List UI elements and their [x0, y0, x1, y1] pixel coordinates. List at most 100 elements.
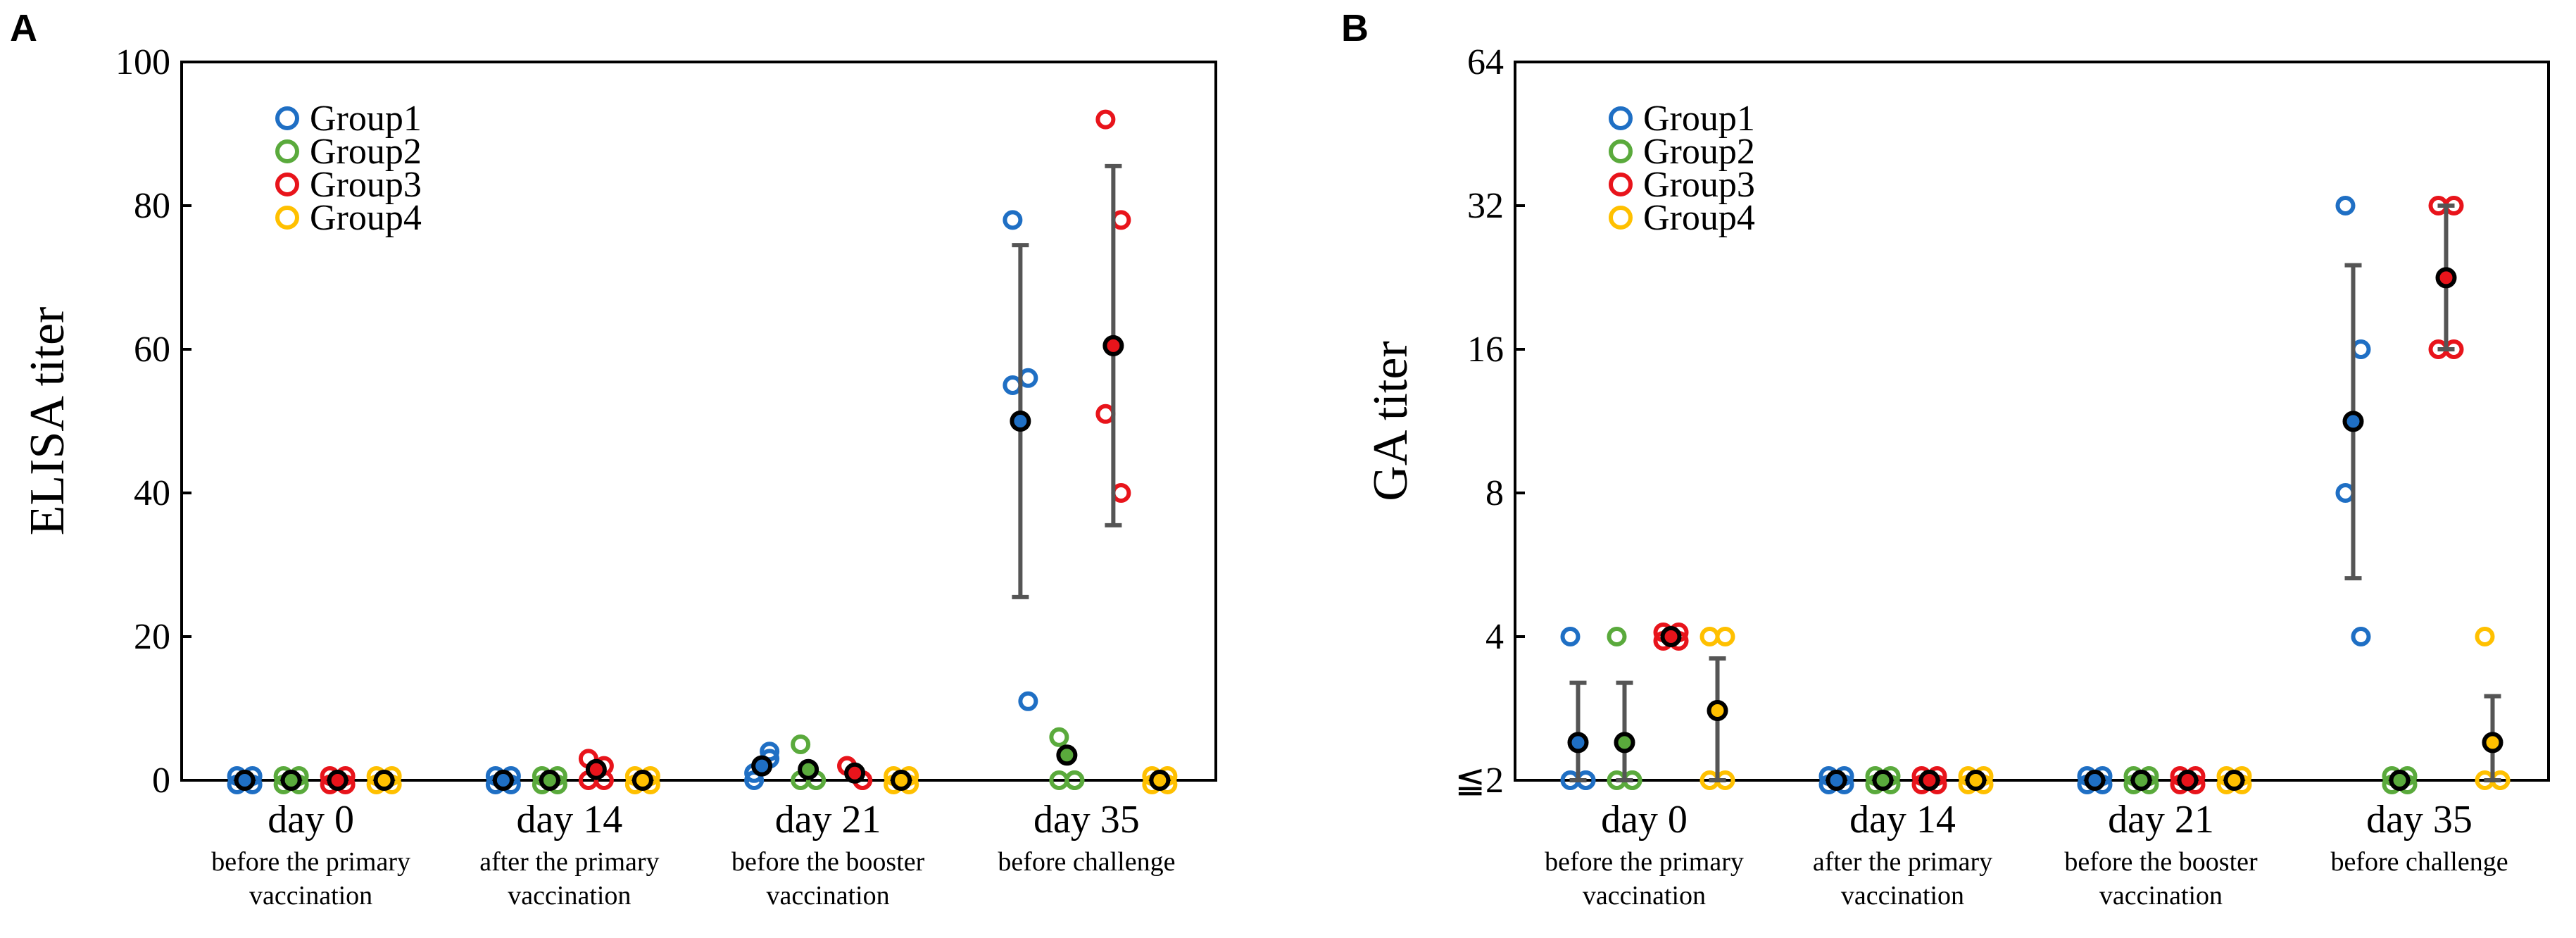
y-tick-label: 80	[134, 186, 170, 226]
x-category-sublabel: before the booster	[2064, 847, 2258, 877]
mean-point-group3	[585, 758, 607, 780]
mean-point-group2	[280, 770, 302, 791]
panel-b-letter: B	[1341, 7, 1369, 49]
x-category-sublabel: before challenge	[2330, 847, 2508, 877]
mean-point-group4	[1965, 770, 1987, 791]
mean-point-group3	[1102, 334, 1124, 356]
y-tick-label: 64	[1467, 42, 1504, 82]
data-point-group1	[2351, 339, 2371, 359]
mean-point-group3	[2435, 267, 2457, 289]
x-category-sublabel: vaccination	[1583, 881, 1706, 911]
x-category-sublabel: before the booster	[731, 847, 925, 877]
x-category-label: day 35	[1033, 798, 1140, 842]
x-category-sublabel: after the primary	[479, 847, 659, 877]
mean-point-group4	[2482, 732, 2503, 753]
mean-point-group2	[1056, 744, 1078, 766]
mean-point-group3	[1660, 626, 1682, 647]
mean-point-group2	[1614, 732, 1635, 753]
plot-frame	[180, 61, 1217, 782]
data-point-group3	[1095, 109, 1116, 130]
legend-label: Group4	[1643, 198, 1755, 238]
x-category-sublabel: before challenge	[998, 847, 1175, 877]
mean-point-group4	[1707, 699, 1728, 721]
y-axis-title: ELISA titer	[20, 307, 75, 536]
data-point-group1	[1560, 627, 1581, 646]
data-point-group2	[1064, 770, 1085, 790]
x-category-label: day 35	[2366, 798, 2473, 842]
y-tick-label: 32	[1467, 186, 1504, 226]
y-axis-title: GA titer	[1364, 341, 1418, 501]
legend-label: Group1	[1643, 99, 1755, 139]
mean-point-group1	[1826, 770, 1847, 791]
mean-point-group4	[2223, 770, 2245, 791]
legend-label: Group3	[310, 165, 422, 205]
y-tick-label: 0	[152, 761, 170, 801]
mean-point-group2	[1872, 770, 1894, 791]
x-category-label: day 21	[2108, 798, 2214, 842]
x-category-sublabel: vaccination	[2099, 881, 2223, 911]
plot-frame	[1514, 61, 2550, 782]
y-tick-label: 4	[1485, 617, 1504, 657]
x-category-sublabel: vaccination	[508, 881, 631, 911]
data-point-group4	[1715, 627, 1735, 646]
mean-point-group1	[1010, 411, 1031, 432]
legend-label: Group4	[310, 198, 422, 238]
x-category-label: day 0	[1601, 798, 1688, 842]
legend-marker	[275, 206, 299, 230]
x-category-sublabel: before the primary	[211, 847, 410, 877]
legend-label: Group2	[1643, 132, 1755, 172]
data-point-group3	[1111, 483, 1131, 503]
legend-marker	[1609, 173, 1633, 196]
data-point-group3	[1095, 404, 1116, 424]
mean-point-group2	[2389, 770, 2411, 791]
data-point-group1	[2351, 627, 2371, 646]
data-point-group1	[1003, 210, 1023, 230]
mean-point-group3	[2177, 770, 2199, 791]
legend-marker	[275, 106, 299, 130]
y-tick-label: 100	[115, 42, 170, 82]
mean-point-group1	[234, 770, 256, 791]
panel-b-chart: ≦2 4 8 16 32 64 GA titer day 0 before the primar…	[1364, 42, 2550, 911]
y-tick-label: 8	[1485, 473, 1504, 513]
legend-marker	[275, 173, 299, 196]
data-point-group2	[791, 734, 811, 754]
data-point-group4	[2475, 627, 2495, 646]
data-point-group3	[1111, 210, 1131, 230]
x-category-sublabel: after the primary	[1813, 847, 1992, 877]
mean-point-group1	[1567, 732, 1589, 753]
panel-a-letter: A	[10, 7, 37, 49]
mean-point-group4	[1149, 770, 1171, 791]
legend-marker	[1609, 139, 1633, 163]
y-tick-label: ≦2	[1455, 761, 1504, 801]
data-point-group4	[1699, 627, 1720, 646]
data-point-group1	[2335, 196, 2356, 215]
y-tick-label: 60	[134, 330, 170, 370]
x-category-sublabel: before the primary	[1545, 847, 1744, 877]
legend-label: Group2	[310, 132, 422, 172]
mean-point-group1	[751, 755, 773, 777]
data-point-group2	[1049, 727, 1069, 747]
mean-point-group2	[539, 770, 560, 791]
data-point-group1	[1018, 368, 1038, 388]
x-category-sublabel: vaccination	[249, 881, 372, 911]
x-category-label: day 21	[775, 798, 881, 842]
mean-point-group2	[2130, 770, 2152, 791]
mean-point-group4	[373, 770, 395, 791]
data-point-group1	[2335, 483, 2356, 503]
mean-point-group2	[798, 758, 819, 780]
mean-point-group1	[2342, 411, 2364, 432]
legend-label: Group3	[1643, 165, 1755, 205]
legend-label: Group1	[310, 99, 422, 139]
data-point-group1	[1003, 375, 1023, 395]
y-tick-label: 20	[134, 617, 170, 657]
legend-marker	[1609, 206, 1633, 230]
legend-marker	[275, 139, 299, 163]
mean-point-group4	[891, 770, 912, 791]
mean-point-group3	[1918, 770, 1940, 791]
y-tick-label: 16	[1467, 330, 1504, 370]
x-category-label: day 14	[1849, 798, 1956, 842]
mean-point-group3	[844, 762, 866, 784]
mean-point-group1	[492, 770, 514, 791]
mean-point-group3	[327, 770, 348, 791]
